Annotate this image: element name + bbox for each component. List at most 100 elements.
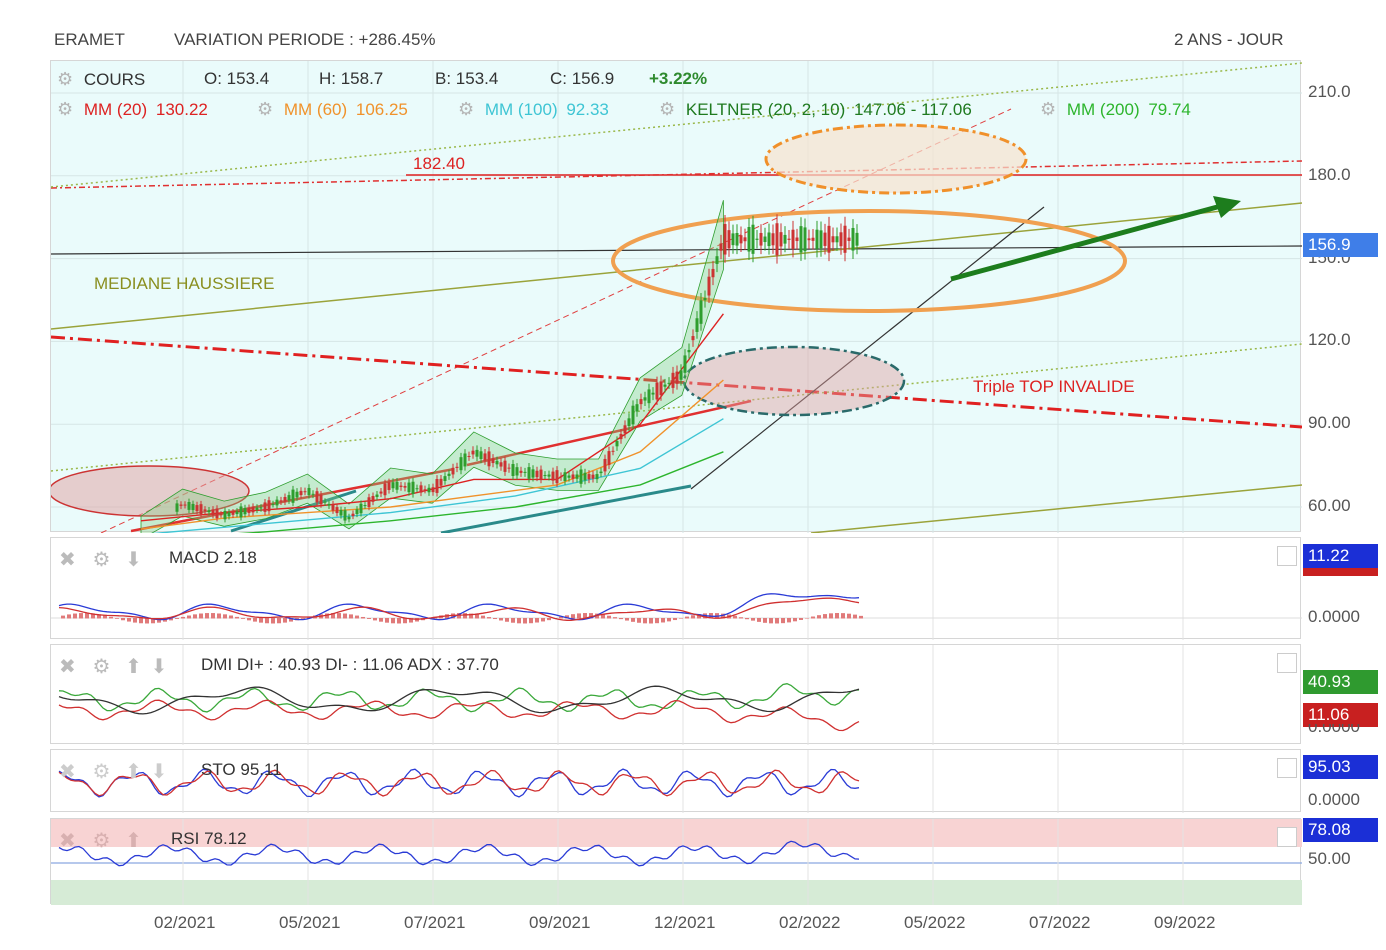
macd-histogram-bar (751, 618, 755, 621)
macd-histogram-bar (85, 613, 89, 619)
macd-histogram-bar (583, 613, 587, 619)
candle-body (267, 500, 271, 512)
candle-body (775, 223, 779, 256)
candle-body (639, 399, 643, 405)
arrow-down-icon[interactable]: ⬇ (150, 656, 168, 678)
macd-histogram-bar (697, 614, 701, 619)
rsi-pane[interactable]: ✖ ⚙ ⬆ RSI 78.12 (50, 818, 1302, 905)
macd-histogram-bar (355, 615, 359, 619)
close-icon[interactable]: ✖ (59, 830, 76, 852)
macd-histogram-bar (505, 618, 509, 622)
arrow-up-icon[interactable]: ⬆ (125, 830, 142, 852)
candle-body (767, 232, 771, 247)
cours-legend: ⚙ COURS (57, 69, 145, 90)
candle-body (375, 494, 379, 497)
gear-icon[interactable]: ⚙ (57, 99, 74, 119)
macd-histogram-bar (853, 614, 857, 619)
candle-body (403, 486, 407, 488)
candle-body (207, 510, 211, 513)
di-minus-line (58, 699, 860, 732)
lower-olive-line (810, 484, 1302, 533)
macd-histogram-bar (397, 618, 401, 624)
macd-histogram-bar (691, 615, 695, 619)
close-icon[interactable]: ✖ (59, 761, 76, 783)
rsi-checkbox[interactable] (1277, 827, 1297, 847)
macd-histogram-bar (805, 617, 809, 619)
last-price-line (51, 245, 1302, 255)
candle-body (515, 467, 519, 476)
steep-dashed-red-line (100, 108, 1012, 533)
candle-body (271, 504, 275, 506)
candle-body (443, 476, 447, 481)
macd-histogram-bar (481, 615, 485, 619)
macd-histogram-bar (487, 617, 491, 619)
keltner-band (140, 200, 724, 533)
macd-histogram-bar (511, 618, 515, 623)
price-pane[interactable]: ⚙ COURS O: 153.4 H: 158.7 B: 153.4 C: 15… (50, 60, 1302, 533)
upper-dashed-red-line (51, 160, 1302, 189)
gear-icon[interactable]: ⚙ (92, 761, 111, 783)
macd-histogram-bar (589, 613, 593, 619)
sto-checkbox[interactable] (1277, 758, 1297, 778)
candle-body (219, 514, 223, 516)
macd-histogram-bar (67, 614, 71, 619)
macd-pane[interactable]: ✖ ⚙ ⬇ MACD 2.18 (50, 537, 1302, 640)
candle-body (255, 507, 259, 510)
candle-body (827, 225, 831, 253)
candle-body (523, 471, 527, 473)
gear-icon[interactable]: ⚙ (92, 656, 111, 678)
macd-histogram-bar (601, 614, 605, 619)
rsi-oversold-zone (51, 880, 1302, 905)
di-plus-line (58, 683, 860, 713)
gear-icon[interactable]: ⚙ (659, 99, 676, 119)
gear-icon[interactable]: ⚙ (57, 69, 74, 89)
macd-histogram-bar (151, 618, 155, 624)
level-182-label: 182.40 (413, 154, 465, 173)
change-value: +3.22% (649, 69, 708, 88)
candle-body (227, 512, 231, 517)
candle-body (555, 470, 559, 484)
gear-icon[interactable]: ⚙ (92, 830, 111, 852)
candle-body (315, 491, 319, 503)
arrow-up-icon[interactable]: ⬆ (125, 761, 142, 783)
macd-histogram-bar (733, 615, 737, 619)
candle-body (711, 268, 715, 278)
rsi-overbought-zone (51, 819, 1302, 847)
macd-tag-red (1303, 568, 1378, 576)
sto-pane[interactable]: ✖ ⚙ ⬆ ⬇ STO 95.11 (50, 749, 1301, 813)
arrow-up-icon[interactable]: ⬆ (125, 656, 142, 678)
arrow-down-icon[interactable]: ⬇ (125, 549, 142, 571)
candle-body (419, 485, 423, 493)
candle-body (807, 238, 811, 241)
close-icon[interactable]: ✖ (59, 656, 76, 678)
macd-histogram-bar (187, 615, 191, 619)
macd-histogram-bar (145, 618, 149, 624)
candle-body (851, 227, 855, 251)
candle-body (391, 482, 395, 489)
gear-icon[interactable]: ⚙ (92, 549, 111, 571)
candle-body (787, 238, 791, 240)
candle-body (687, 349, 691, 353)
macd-histogram-bar (91, 613, 95, 619)
macd-histogram-bar (343, 613, 347, 619)
macd-histogram-bar (541, 618, 545, 622)
triple-top-label: Triple TOP INVALIDE (973, 377, 1135, 396)
x-tick-label: 02/2021 (154, 913, 216, 932)
arrow-down-icon[interactable]: ⬇ (150, 761, 168, 783)
gear-icon[interactable]: ⚙ (257, 99, 274, 119)
mediane-haussiere-line (51, 202, 1302, 330)
candle-body (823, 232, 827, 246)
sto-zero: 0.0000 (1308, 790, 1360, 809)
gear-icon[interactable]: ⚙ (1040, 99, 1057, 119)
close-icon[interactable]: ✖ (59, 549, 76, 571)
dmi-checkbox[interactable] (1277, 653, 1297, 673)
candle-body (303, 491, 307, 493)
gear-icon[interactable]: ⚙ (458, 99, 475, 119)
candle-body (439, 478, 443, 486)
candle-body (567, 475, 571, 478)
macd-checkbox[interactable] (1277, 546, 1297, 566)
candle-body (835, 236, 839, 243)
candle-body (799, 226, 803, 253)
dmi-pane[interactable]: ✖ ⚙ ⬆ ⬇ DMI DI+ : 40.93 DI- : 11.06 ADX … (50, 644, 1301, 745)
period-label[interactable]: 2 ANS - JOUR (1174, 30, 1284, 49)
